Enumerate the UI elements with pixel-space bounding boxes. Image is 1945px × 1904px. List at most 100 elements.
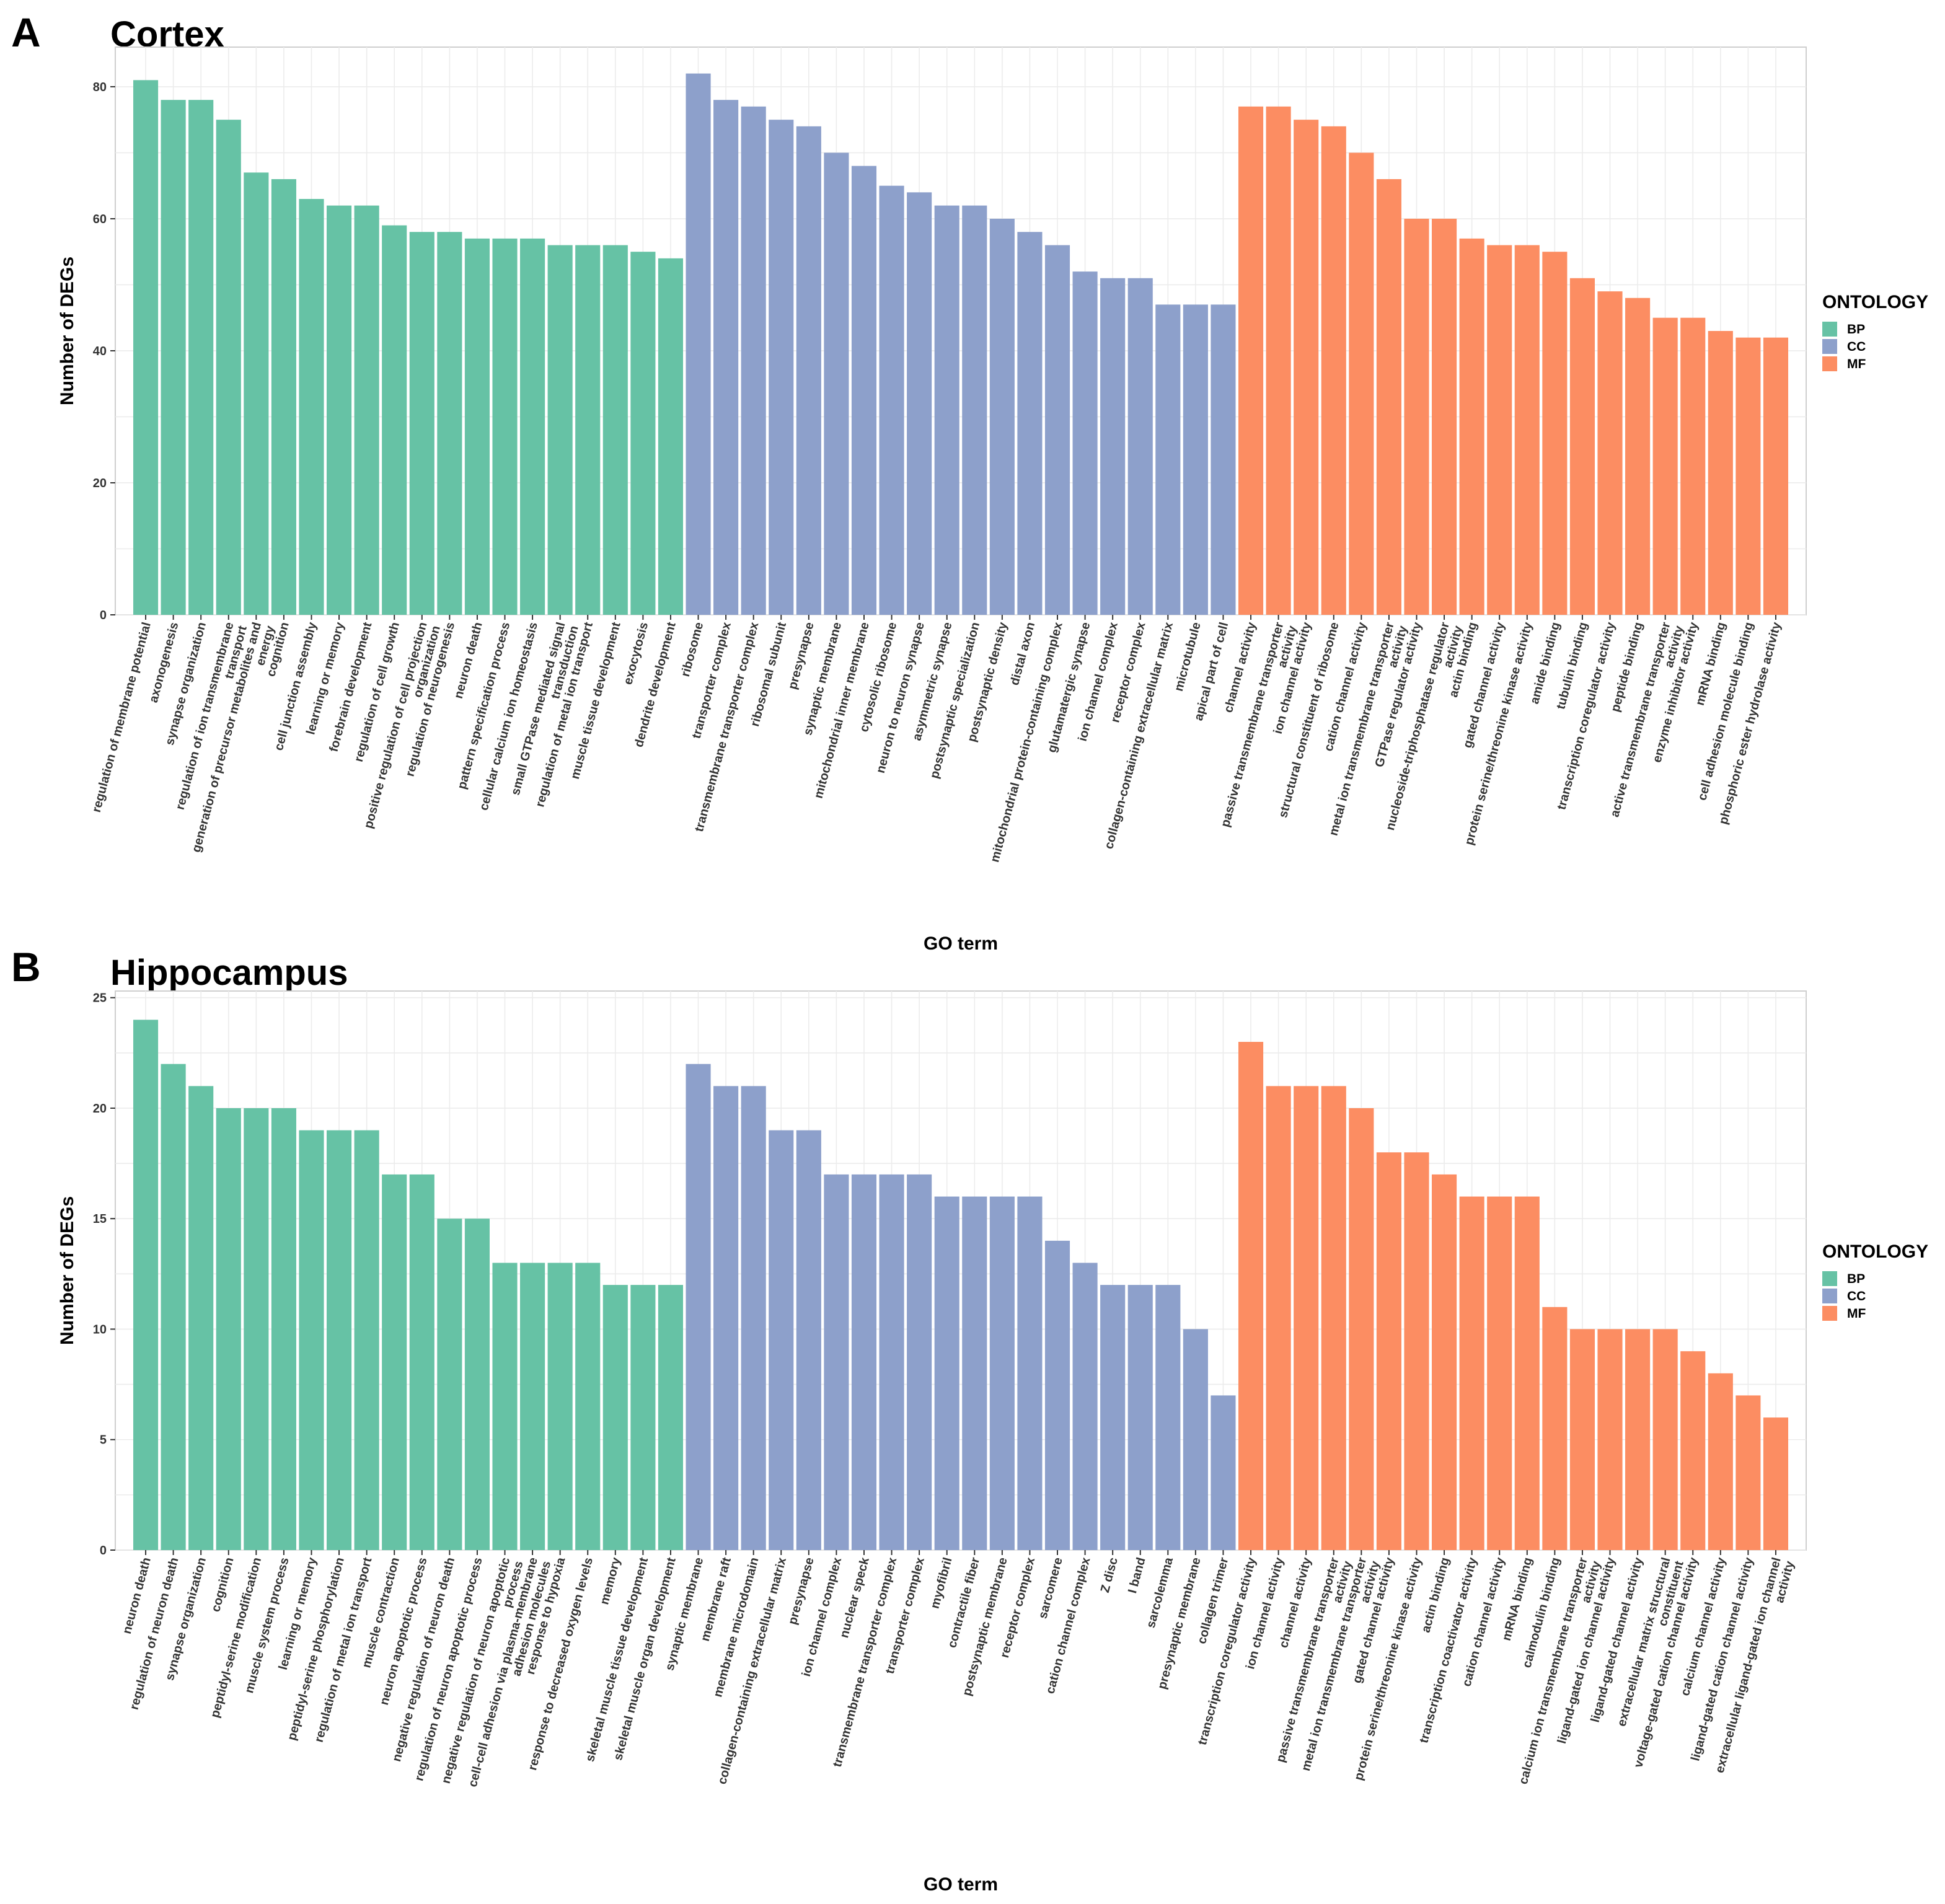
- bar: [1459, 1196, 1484, 1550]
- bar: [244, 172, 269, 615]
- legend-label: BP: [1847, 1272, 1865, 1286]
- bar: [658, 258, 684, 615]
- bar: [907, 192, 932, 615]
- x-tick-label: presynapse: [786, 1556, 817, 1626]
- bar: [299, 198, 324, 615]
- bar: [271, 1108, 296, 1550]
- bar: [161, 100, 186, 615]
- bar: [962, 1196, 987, 1550]
- legend-key: [1822, 339, 1837, 354]
- bar: [1211, 304, 1236, 615]
- bars: [133, 73, 1789, 615]
- y-tick-label: 10: [93, 1323, 107, 1336]
- bar: [630, 1285, 656, 1550]
- y-axis-title: Number of DEGs: [57, 1196, 77, 1345]
- legend-label: MF: [1847, 1307, 1866, 1321]
- bar: [769, 120, 794, 615]
- y-tick-label: 20: [93, 1102, 107, 1116]
- bar: [1763, 1417, 1789, 1550]
- y-tick-label: 40: [93, 345, 107, 358]
- bar: [1404, 218, 1429, 615]
- bar: [1404, 1152, 1429, 1550]
- bar: [1376, 179, 1401, 615]
- bar: [1652, 317, 1678, 615]
- bar: [437, 1219, 462, 1550]
- bar: [1321, 1086, 1346, 1550]
- bar: [1044, 1240, 1070, 1550]
- x-tick-label: transcription coregulator activity: [1555, 620, 1618, 811]
- bar: [133, 1020, 159, 1550]
- bar: [437, 232, 462, 615]
- bar: [1266, 1086, 1291, 1550]
- bar: [244, 1108, 269, 1550]
- bar: [1652, 1329, 1678, 1550]
- x-tick-label: exocytosis: [621, 621, 651, 687]
- x-tick-label: I band: [1126, 1556, 1148, 1595]
- bar: [188, 100, 214, 615]
- legend-key: [1822, 1289, 1837, 1303]
- x-axis-title: GO term: [924, 933, 998, 954]
- legend-label: MF: [1847, 357, 1866, 371]
- bars: [133, 1020, 1789, 1550]
- x-tick-label: axonogenesis: [147, 621, 182, 705]
- legend-label: CC: [1847, 1289, 1866, 1303]
- bar: [713, 100, 739, 615]
- bar: [851, 165, 877, 615]
- bar: [1514, 245, 1540, 615]
- y-tick-label: 0: [100, 1544, 107, 1558]
- bar: [1736, 1395, 1761, 1550]
- y-tick-label: 0: [100, 609, 107, 622]
- x-tick-label: sarcolemma: [1144, 1556, 1176, 1629]
- y-tick-label: 80: [93, 81, 107, 94]
- bar: [1763, 337, 1789, 615]
- bar: [492, 1263, 518, 1550]
- bar: [1127, 1285, 1153, 1550]
- bar: [796, 126, 821, 615]
- x-tick-label: microtubule: [1172, 621, 1204, 693]
- bar: [686, 73, 711, 615]
- bar: [796, 1130, 821, 1550]
- bar: [658, 1285, 684, 1550]
- chart-title: Hippocampus: [110, 953, 348, 993]
- bar: [879, 185, 904, 615]
- y-axis-title: Number of DEGs: [57, 257, 77, 405]
- bar: [575, 245, 601, 615]
- bar: [1542, 1307, 1568, 1550]
- x-tick-label: cognition: [209, 1556, 237, 1614]
- bar: [1487, 245, 1512, 615]
- x-tick-label: neuron death: [120, 1556, 154, 1636]
- x-tick-label: myofibril: [928, 1556, 955, 1610]
- bar: [934, 1196, 959, 1550]
- legend-title: ONTOLOGY: [1822, 1241, 1928, 1262]
- legend-title: ONTOLOGY: [1822, 292, 1928, 312]
- panel-cortex: A Cortex 0 20 40 60 80 regulation of membrane…: [11, 9, 1928, 954]
- bar: [1625, 1329, 1651, 1550]
- x-tick-label: regulation of membrane potential: [90, 621, 154, 814]
- bar: [354, 205, 379, 615]
- bar: [1183, 1329, 1208, 1550]
- bar: [630, 252, 656, 615]
- bar: [989, 1196, 1015, 1550]
- bar: [464, 238, 490, 615]
- bar: [1680, 1351, 1706, 1550]
- x-axis: regulation of membrane potentialaxonogen…: [90, 615, 1784, 864]
- bar: [382, 1174, 407, 1550]
- bar: [520, 238, 545, 615]
- legend: ONTOLOGY BP CC MF: [1822, 1241, 1928, 1321]
- x-tick-label: sarcomere: [1036, 1556, 1065, 1620]
- cortex-bar-chart: 0 20 40 60 80 regulation of membrane potentia…: [57, 46, 1928, 954]
- bar: [824, 152, 849, 615]
- legend: ONTOLOGY BP CC MF: [1822, 292, 1928, 371]
- bar: [464, 1219, 490, 1550]
- bar: [1155, 1285, 1181, 1550]
- bar: [1017, 1196, 1043, 1550]
- x-tick-label: presynapse: [786, 621, 817, 691]
- bar: [520, 1263, 545, 1550]
- bar: [575, 1263, 601, 1550]
- x-tick-label: calcium ion transmembrane transporteract…: [1517, 1556, 1604, 1789]
- bar: [1017, 232, 1043, 615]
- panel-hippocampus: B Hippocampus 0 5 10 15 20 25 neuron death regu…: [0, 936, 1945, 1904]
- bar: [1680, 317, 1706, 615]
- y-tick-label: 60: [93, 213, 107, 226]
- bar: [1597, 291, 1623, 615]
